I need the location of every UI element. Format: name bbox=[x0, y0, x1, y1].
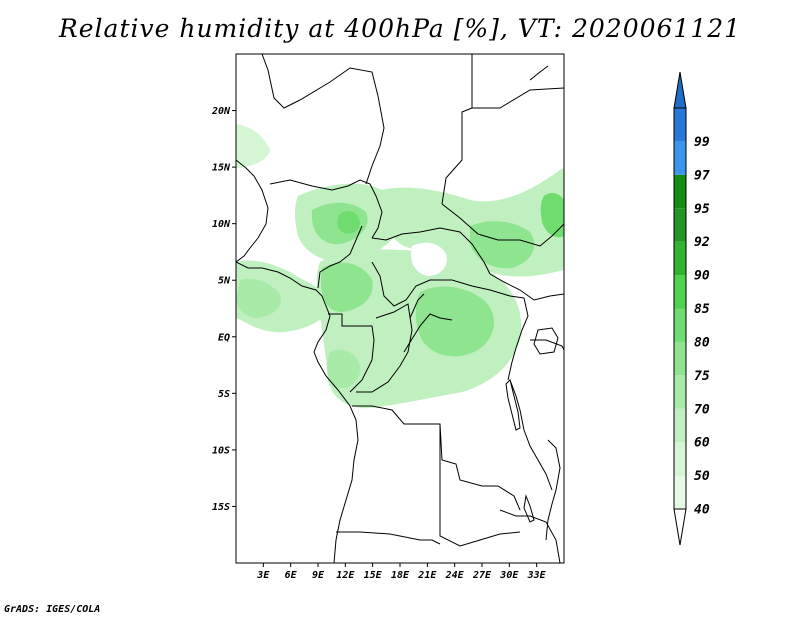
border-great-lakes bbox=[509, 379, 553, 491]
lon-tick-label: 18E bbox=[391, 570, 410, 581]
border-car-south bbox=[371, 261, 525, 307]
humidity-core-east bbox=[540, 193, 564, 238]
colorbar-over-arrow bbox=[673, 71, 687, 109]
colorbar-segment bbox=[674, 174, 686, 209]
coastline-gulf-of-guinea bbox=[236, 261, 359, 563]
colorbar-segment bbox=[674, 341, 686, 376]
lake-tanganyika bbox=[505, 379, 521, 431]
latitude-axis: 20N 15N 10N 5N EQ 5S 10S 15S bbox=[211, 106, 236, 513]
border-angola-south bbox=[336, 531, 441, 545]
humidity-core-cameroon-north bbox=[337, 211, 360, 234]
lake-malawi bbox=[523, 494, 535, 523]
lat-tick-label: 10S bbox=[212, 445, 230, 456]
river-congo bbox=[403, 313, 453, 353]
border-niger-nigeria bbox=[269, 179, 383, 239]
border-cameroon-chad bbox=[371, 227, 491, 275]
humidity-core-congo bbox=[415, 286, 495, 357]
lat-tick-label: 15S bbox=[212, 502, 230, 513]
humidity-core-cameroon bbox=[320, 262, 373, 312]
colorbar-segment bbox=[674, 141, 686, 175]
lat-tick-label: 10N bbox=[212, 219, 231, 230]
red-sea-coast bbox=[529, 65, 549, 81]
border-libya-egypt bbox=[441, 54, 473, 205]
colorbar-segment bbox=[674, 475, 686, 509]
colorbar-label: 92 bbox=[694, 235, 710, 250]
colorbar-label: 80 bbox=[694, 335, 710, 350]
humidity-core-gabon bbox=[327, 349, 361, 389]
border-mozambique bbox=[499, 509, 561, 563]
border-kenya-tanzania bbox=[530, 339, 564, 351]
colorbar-segment bbox=[674, 241, 686, 276]
lon-tick-label: 15E bbox=[364, 570, 383, 581]
lon-tick-label: 12E bbox=[336, 570, 355, 581]
border-congo-drc bbox=[356, 303, 413, 393]
colorbar: 40 50 60 70 75 80 85 90 92 95 97 99 bbox=[673, 71, 710, 546]
border-zambia bbox=[439, 424, 521, 547]
colorbar-segment bbox=[674, 308, 686, 342]
river-ubangi bbox=[409, 293, 425, 319]
colorbar-segment bbox=[674, 442, 686, 476]
colorbar-label: 50 bbox=[694, 469, 710, 484]
border-drc-angola bbox=[352, 405, 521, 511]
colorbar-label: 75 bbox=[694, 369, 710, 384]
coastline-east bbox=[545, 439, 561, 541]
border-egypt-sudan bbox=[472, 87, 564, 109]
colorbar-label: 99 bbox=[694, 135, 710, 150]
colorbar-under-arrow bbox=[673, 508, 687, 546]
colorbar-segment bbox=[674, 108, 686, 142]
humidity-dry-patch bbox=[410, 242, 447, 276]
lon-tick-label: 21E bbox=[417, 570, 437, 581]
humidity-core-west-coast bbox=[236, 278, 281, 318]
lon-tick-label: 6E bbox=[285, 570, 298, 581]
humidity-core-sudan bbox=[470, 221, 535, 269]
colorbar-label: 97 bbox=[694, 168, 710, 183]
colorbar-segment bbox=[674, 208, 686, 242]
colorbar-segment bbox=[674, 408, 686, 443]
lat-tick-label: 5N bbox=[218, 276, 231, 287]
lat-tick-label: 5S bbox=[218, 389, 230, 400]
colorbar-segment bbox=[674, 375, 686, 409]
lat-tick-label: 20N bbox=[211, 106, 231, 117]
map-title: Relative humidity at 400hPa [%], VT: 202… bbox=[58, 14, 742, 43]
colorbar-frame bbox=[673, 107, 687, 510]
border-ssudan-east bbox=[489, 273, 564, 301]
longitude-axis: 3E 6E 9E 12E 15E 18E 21E 24E 27E 30E 33E bbox=[256, 563, 547, 581]
credit-text: GrADS: IGES/COLA bbox=[4, 604, 101, 615]
colorbar-label: 85 bbox=[694, 302, 710, 317]
colorbar-label: 95 bbox=[694, 202, 710, 217]
coastline-west-bulge bbox=[236, 159, 269, 263]
lat-tick-label: 15N bbox=[212, 163, 231, 174]
humidity-blob-sahel-west bbox=[236, 124, 270, 168]
lon-tick-label: 30E bbox=[499, 570, 519, 581]
border-sahara-north bbox=[261, 54, 385, 185]
colorbar-label: 70 bbox=[694, 402, 710, 417]
lon-tick-label: 27E bbox=[472, 570, 492, 581]
lon-tick-label: 3E bbox=[256, 570, 270, 581]
lat-tick-label: EQ bbox=[218, 332, 230, 343]
colorbar-segment bbox=[674, 275, 686, 309]
border-nigeria-cameroon bbox=[317, 225, 363, 289]
border-sudan-ssudan bbox=[441, 203, 564, 247]
colorbar-label: 90 bbox=[694, 269, 710, 284]
colorbar-label: 40 bbox=[694, 503, 710, 518]
lake-victoria bbox=[533, 327, 559, 355]
border-gabon bbox=[328, 313, 375, 393]
lon-tick-label: 33E bbox=[527, 570, 547, 581]
lon-tick-label: 9E bbox=[312, 570, 325, 581]
colorbar-label: 60 bbox=[694, 436, 710, 451]
country-boundaries bbox=[236, 54, 564, 563]
border-uganda-kenya bbox=[507, 297, 529, 381]
lon-tick-label: 24E bbox=[445, 570, 465, 581]
